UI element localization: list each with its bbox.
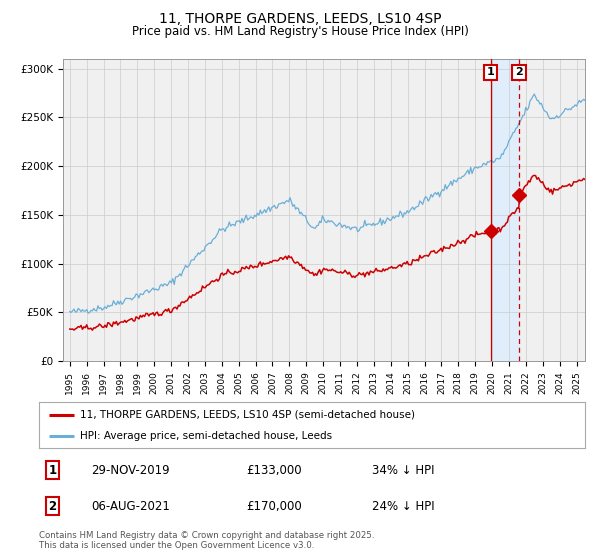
Text: 06-AUG-2021: 06-AUG-2021 bbox=[91, 500, 170, 512]
Text: 1: 1 bbox=[49, 464, 57, 477]
Text: 2: 2 bbox=[49, 500, 57, 512]
Text: £170,000: £170,000 bbox=[247, 500, 302, 512]
Text: 11, THORPE GARDENS, LEEDS, LS10 4SP (semi-detached house): 11, THORPE GARDENS, LEEDS, LS10 4SP (sem… bbox=[80, 410, 415, 420]
Bar bbox=[491, 59, 519, 361]
Text: 24% ↓ HPI: 24% ↓ HPI bbox=[372, 500, 434, 512]
Text: Price paid vs. HM Land Registry's House Price Index (HPI): Price paid vs. HM Land Registry's House … bbox=[131, 25, 469, 38]
Text: 11, THORPE GARDENS, LEEDS, LS10 4SP: 11, THORPE GARDENS, LEEDS, LS10 4SP bbox=[159, 12, 441, 26]
Text: HPI: Average price, semi-detached house, Leeds: HPI: Average price, semi-detached house,… bbox=[80, 431, 332, 441]
Text: Contains HM Land Registry data © Crown copyright and database right 2025.
This d: Contains HM Land Registry data © Crown c… bbox=[39, 531, 374, 550]
Text: 29-NOV-2019: 29-NOV-2019 bbox=[91, 464, 169, 477]
Text: 34% ↓ HPI: 34% ↓ HPI bbox=[372, 464, 434, 477]
Text: 2: 2 bbox=[515, 67, 523, 77]
Text: £133,000: £133,000 bbox=[247, 464, 302, 477]
Text: 1: 1 bbox=[487, 67, 494, 77]
